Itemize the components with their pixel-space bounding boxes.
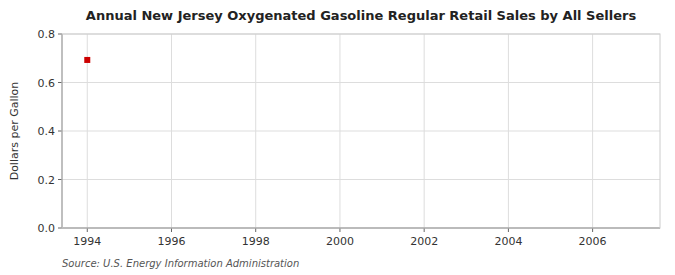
x-tick <box>171 228 172 232</box>
grid <box>62 34 660 228</box>
grid-line-y <box>62 179 660 180</box>
y-tick-label: 0.4 <box>38 125 56 138</box>
y-tick-label: 0.6 <box>38 77 56 90</box>
x-tick-label: 1998 <box>242 235 270 248</box>
y-axis-label: Dollars per Gallon <box>8 82 21 181</box>
data-points <box>84 57 90 63</box>
y-tick <box>58 179 62 180</box>
y-tick-label: 0.8 <box>38 28 56 41</box>
grid-line-y <box>62 82 660 83</box>
grid-line-x <box>592 34 593 228</box>
y-tick <box>58 82 62 83</box>
x-tick <box>339 228 340 232</box>
x-tick <box>255 228 256 232</box>
chart: Annual New Jersey Oxygenated Gasoline Re… <box>0 0 675 275</box>
x-tick-label: 2006 <box>579 235 607 248</box>
x-tick <box>87 228 88 232</box>
y-tick-label: 0.2 <box>38 174 56 187</box>
data-point <box>84 57 90 63</box>
chart-title: Annual New Jersey Oxygenated Gasoline Re… <box>86 8 637 23</box>
axes: 0.0 0.2 0.4 0.6 0.8 1994 1996 1998 2000 2002 2004 2… <box>38 28 661 248</box>
x-tick <box>592 228 593 232</box>
x-tick <box>508 228 509 232</box>
grid-line-y <box>62 131 660 132</box>
x-tick-label: 2004 <box>494 235 522 248</box>
grid-line-x <box>339 34 340 228</box>
x-tick <box>424 228 425 232</box>
y-tick <box>58 228 62 229</box>
y-tick <box>58 131 62 132</box>
y-tick-label: 0.0 <box>38 222 56 235</box>
grid-line-x <box>508 34 509 228</box>
grid-line-x <box>87 34 88 228</box>
grid-line-x <box>171 34 172 228</box>
x-tick-label: 2000 <box>326 235 354 248</box>
chart-container: Annual New Jersey Oxygenated Gasoline Re… <box>0 0 675 275</box>
source-note: Source: U.S. Energy Information Administ… <box>62 258 299 269</box>
y-tick <box>58 34 62 35</box>
plot-frame <box>62 34 660 228</box>
grid-line-x <box>424 34 425 228</box>
grid-line-x <box>255 34 256 228</box>
x-tick-label: 2002 <box>410 235 438 248</box>
x-tick-label: 1994 <box>73 235 101 248</box>
x-tick-label: 1996 <box>157 235 185 248</box>
